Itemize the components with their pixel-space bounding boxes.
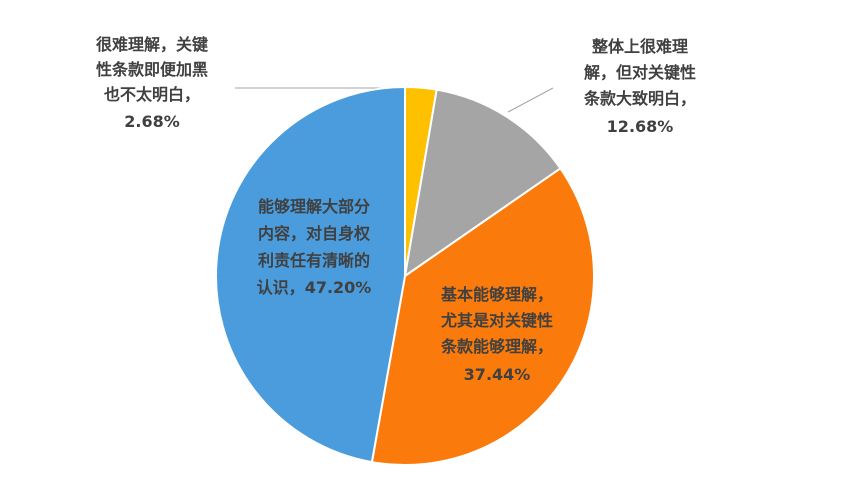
leader-line [507, 87, 554, 113]
data-label: 很难理解，关键性条款即便加黑也不太明白， [96, 35, 208, 104]
data-label: 基本能够理解，尤其是对关键性条款能够理解， [440, 285, 553, 356]
data-label: 能够理解大部分内容，对自身权利责任有清晰的认识， [257, 197, 371, 297]
pie-slice [370, 167, 595, 466]
data-label: 整体上很难理解，但对关键性条款大致明白， [583, 37, 696, 108]
value-label: 47.20% [305, 278, 372, 297]
pie-slice [214, 85, 406, 464]
value-label: 12.68% [607, 117, 674, 136]
value-label: 37.44% [464, 365, 531, 384]
value-label: 2.68% [124, 112, 180, 131]
pie-slice [403, 88, 562, 279]
